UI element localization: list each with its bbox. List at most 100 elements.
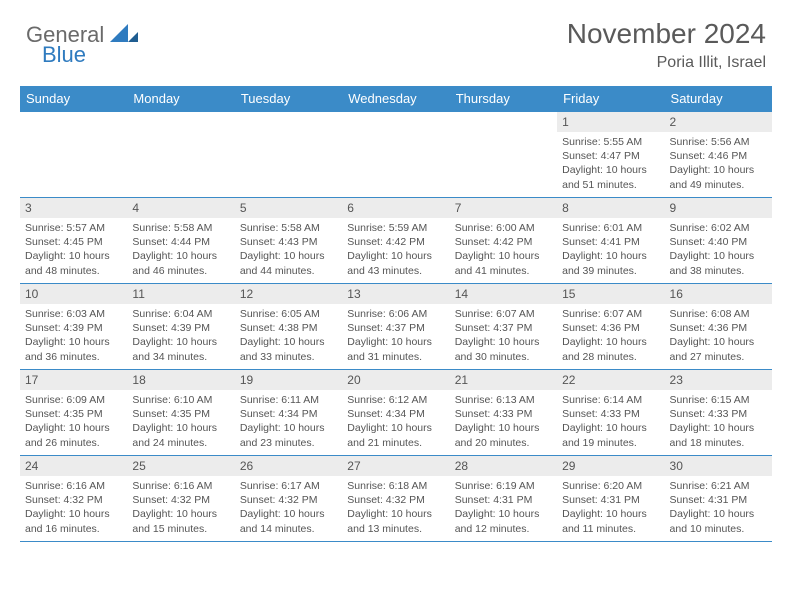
calendar-cell: 29Sunrise: 6:20 AMSunset: 4:31 PMDayligh… <box>557 456 664 542</box>
day-details: Sunrise: 6:16 AMSunset: 4:32 PMDaylight:… <box>20 476 127 540</box>
day-number: 20 <box>342 370 449 390</box>
weekday-header-row: SundayMondayTuesdayWednesdayThursdayFrid… <box>20 86 772 112</box>
calendar-cell: 27Sunrise: 6:18 AMSunset: 4:32 PMDayligh… <box>342 456 449 542</box>
sunset-text: Sunset: 4:42 PM <box>347 235 444 249</box>
day-details: Sunrise: 5:56 AMSunset: 4:46 PMDaylight:… <box>665 132 772 196</box>
sunrise-text: Sunrise: 6:03 AM <box>25 307 122 321</box>
sunrise-text: Sunrise: 6:02 AM <box>670 221 767 235</box>
sunset-text: Sunset: 4:37 PM <box>347 321 444 335</box>
calendar-cell: 10Sunrise: 6:03 AMSunset: 4:39 PMDayligh… <box>20 284 127 370</box>
sunrise-text: Sunrise: 6:17 AM <box>240 479 337 493</box>
calendar-row: ..........1Sunrise: 5:55 AMSunset: 4:47 … <box>20 112 772 198</box>
day-details: Sunrise: 6:07 AMSunset: 4:37 PMDaylight:… <box>450 304 557 368</box>
day-number: 19 <box>235 370 342 390</box>
daylight-text: Daylight: 10 hours and 38 minutes. <box>670 249 767 277</box>
day-number: 25 <box>127 456 234 476</box>
day-number: 3 <box>20 198 127 218</box>
calendar-cell: 13Sunrise: 6:06 AMSunset: 4:37 PMDayligh… <box>342 284 449 370</box>
sunset-text: Sunset: 4:33 PM <box>455 407 552 421</box>
sunrise-text: Sunrise: 6:05 AM <box>240 307 337 321</box>
daylight-text: Daylight: 10 hours and 46 minutes. <box>132 249 229 277</box>
day-number: 9 <box>665 198 772 218</box>
day-number: 12 <box>235 284 342 304</box>
day-details: Sunrise: 6:02 AMSunset: 4:40 PMDaylight:… <box>665 218 772 282</box>
day-number: 30 <box>665 456 772 476</box>
calendar-cell: 26Sunrise: 6:17 AMSunset: 4:32 PMDayligh… <box>235 456 342 542</box>
daylight-text: Daylight: 10 hours and 16 minutes. <box>25 507 122 535</box>
sunset-text: Sunset: 4:31 PM <box>670 493 767 507</box>
daylight-text: Daylight: 10 hours and 48 minutes. <box>25 249 122 277</box>
day-details: Sunrise: 6:19 AMSunset: 4:31 PMDaylight:… <box>450 476 557 540</box>
weekday-header: Monday <box>127 86 234 112</box>
calendar-cell: .. <box>235 112 342 198</box>
logo: General Blue <box>26 18 146 68</box>
daylight-text: Daylight: 10 hours and 41 minutes. <box>455 249 552 277</box>
calendar-cell: 7Sunrise: 6:00 AMSunset: 4:42 PMDaylight… <box>450 198 557 284</box>
sunrise-text: Sunrise: 6:01 AM <box>562 221 659 235</box>
calendar-cell: 30Sunrise: 6:21 AMSunset: 4:31 PMDayligh… <box>665 456 772 542</box>
daylight-text: Daylight: 10 hours and 31 minutes. <box>347 335 444 363</box>
sunrise-text: Sunrise: 5:58 AM <box>132 221 229 235</box>
daylight-text: Daylight: 10 hours and 28 minutes. <box>562 335 659 363</box>
day-details: Sunrise: 6:16 AMSunset: 4:32 PMDaylight:… <box>127 476 234 540</box>
day-details: Sunrise: 6:15 AMSunset: 4:33 PMDaylight:… <box>665 390 772 454</box>
calendar-cell: 23Sunrise: 6:15 AMSunset: 4:33 PMDayligh… <box>665 370 772 456</box>
sunset-text: Sunset: 4:45 PM <box>25 235 122 249</box>
calendar-cell: 4 Sunrise: 5:58 AMSunset: 4:44 PMDaylight… <box>127 198 234 284</box>
sunset-text: Sunset: 4:42 PM <box>455 235 552 249</box>
calendar-cell: .. <box>20 112 127 198</box>
day-details: Sunrise: 5:59 AMSunset: 4:42 PMDaylight:… <box>342 218 449 282</box>
month-title: November 2024 <box>567 18 766 50</box>
sunrise-text: Sunrise: 5:56 AM <box>670 135 767 149</box>
sunset-text: Sunset: 4:39 PM <box>25 321 122 335</box>
sunrise-text: Sunrise: 6:09 AM <box>25 393 122 407</box>
sunset-text: Sunset: 4:31 PM <box>455 493 552 507</box>
calendar-cell: 22Sunrise: 6:14 AMSunset: 4:33 PMDayligh… <box>557 370 664 456</box>
day-number: 5 <box>235 198 342 218</box>
daylight-text: Daylight: 10 hours and 51 minutes. <box>562 163 659 191</box>
day-details: Sunrise: 6:12 AMSunset: 4:34 PMDaylight:… <box>342 390 449 454</box>
sunset-text: Sunset: 4:31 PM <box>562 493 659 507</box>
day-details: Sunrise: 6:06 AMSunset: 4:37 PMDaylight:… <box>342 304 449 368</box>
sunrise-text: Sunrise: 6:06 AM <box>347 307 444 321</box>
sunset-text: Sunset: 4:32 PM <box>347 493 444 507</box>
calendar-cell: 6Sunrise: 5:59 AMSunset: 4:42 PMDaylight… <box>342 198 449 284</box>
day-number: 4 <box>127 198 234 218</box>
day-number: 8 <box>557 198 664 218</box>
day-number: 10 <box>20 284 127 304</box>
day-details: Sunrise: 6:03 AMSunset: 4:39 PMDaylight:… <box>20 304 127 368</box>
day-details: Sunrise: 6:00 AMSunset: 4:42 PMDaylight:… <box>450 218 557 282</box>
daylight-text: Daylight: 10 hours and 34 minutes. <box>132 335 229 363</box>
sunrise-text: Sunrise: 6:21 AM <box>670 479 767 493</box>
daylight-text: Daylight: 10 hours and 14 minutes. <box>240 507 337 535</box>
calendar-row: 17Sunrise: 6:09 AMSunset: 4:35 PMDayligh… <box>20 370 772 456</box>
calendar-row: 24Sunrise: 6:16 AMSunset: 4:32 PMDayligh… <box>20 456 772 542</box>
calendar-cell: 11Sunrise: 6:04 AMSunset: 4:39 PMDayligh… <box>127 284 234 370</box>
sunset-text: Sunset: 4:36 PM <box>562 321 659 335</box>
sunrise-text: Sunrise: 6:18 AM <box>347 479 444 493</box>
calendar-cell: .. <box>450 112 557 198</box>
sunset-text: Sunset: 4:35 PM <box>25 407 122 421</box>
sunset-text: Sunset: 4:44 PM <box>132 235 229 249</box>
day-number: 2 <box>665 112 772 132</box>
day-number: 17 <box>20 370 127 390</box>
sunset-text: Sunset: 4:39 PM <box>132 321 229 335</box>
day-number: 15 <box>557 284 664 304</box>
calendar-cell: 14Sunrise: 6:07 AMSunset: 4:37 PMDayligh… <box>450 284 557 370</box>
sunrise-text: Sunrise: 5:55 AM <box>562 135 659 149</box>
calendar-cell: 21Sunrise: 6:13 AMSunset: 4:33 PMDayligh… <box>450 370 557 456</box>
day-details: Sunrise: 6:08 AMSunset: 4:36 PMDaylight:… <box>665 304 772 368</box>
day-details: Sunrise: 5:57 AMSunset: 4:45 PMDaylight:… <box>20 218 127 282</box>
day-details: Sunrise: 6:18 AMSunset: 4:32 PMDaylight:… <box>342 476 449 540</box>
sunset-text: Sunset: 4:40 PM <box>670 235 767 249</box>
sunset-text: Sunset: 4:33 PM <box>562 407 659 421</box>
day-number: 23 <box>665 370 772 390</box>
sunrise-text: Sunrise: 5:58 AM <box>240 221 337 235</box>
logo-text-blue: Blue <box>42 42 86 68</box>
sunset-text: Sunset: 4:34 PM <box>347 407 444 421</box>
calendar-cell: 12Sunrise: 6:05 AMSunset: 4:38 PMDayligh… <box>235 284 342 370</box>
weekday-header: Sunday <box>20 86 127 112</box>
calendar-table: SundayMondayTuesdayWednesdayThursdayFrid… <box>20 86 772 542</box>
sunrise-text: Sunrise: 6:14 AM <box>562 393 659 407</box>
sunset-text: Sunset: 4:35 PM <box>132 407 229 421</box>
